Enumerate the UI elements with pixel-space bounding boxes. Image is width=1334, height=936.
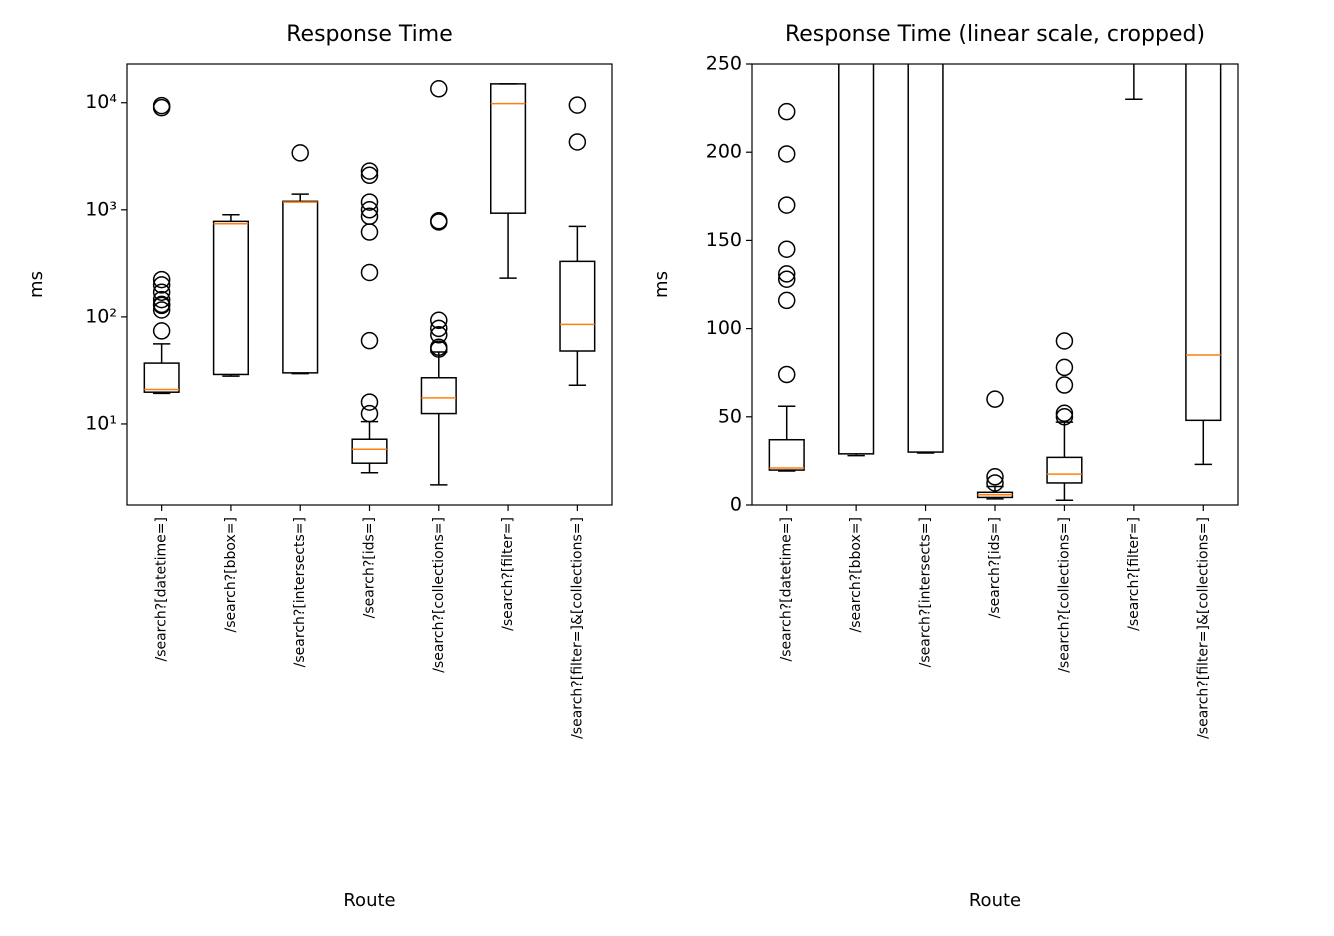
- y-tick-label: 10³: [85, 198, 117, 220]
- flier: [152, 270, 171, 289]
- x-tick-label: /search?[collections=]: [431, 517, 447, 673]
- x-tick-label: /search?[datetime=]: [154, 517, 170, 662]
- chart-title: Response Time (linear scale, cropped): [785, 22, 1205, 47]
- flier: [777, 240, 796, 258]
- flier: [986, 474, 1004, 492]
- box: [1185, 64, 1222, 422]
- x-tick-label: /search?[ids=]: [987, 517, 1003, 618]
- flier: [1055, 404, 1074, 423]
- chart-title: Response Time: [286, 22, 453, 47]
- flier: [430, 326, 448, 344]
- x-tick-label: /search?[collections=]: [1056, 517, 1072, 673]
- flier: [360, 223, 379, 241]
- y-tick-label: 10²: [85, 305, 117, 327]
- box: [420, 377, 457, 415]
- plot-area: [768, 64, 1222, 501]
- box: [768, 438, 805, 471]
- x-tick-label: /search?[bbox=]: [223, 517, 239, 633]
- flier: [1055, 358, 1074, 377]
- flier: [777, 365, 796, 384]
- y-tick-label: 10¹: [85, 412, 117, 434]
- flier: [777, 145, 796, 163]
- flier: [430, 338, 448, 357]
- box: [143, 362, 180, 393]
- flier: [986, 468, 1004, 486]
- x-tick-label: /search?[ids=]: [362, 517, 378, 618]
- x-tick-label: /search?[filter=]: [1126, 517, 1142, 631]
- x-axis-label: Route: [343, 890, 395, 911]
- subplot: Response Time Route ms 10¹ 10² 10³ 10⁴/search?…: [26, 22, 613, 911]
- y-tick-label: 150: [706, 229, 742, 251]
- flier: [777, 196, 796, 214]
- flier: [360, 193, 379, 211]
- flier: [360, 404, 379, 423]
- box: [282, 200, 319, 374]
- flier: [568, 96, 587, 114]
- axes-frame: [751, 63, 1239, 506]
- y-tick-label: 0: [730, 494, 742, 516]
- flier: [777, 270, 796, 288]
- box: [907, 64, 944, 453]
- y-tick-label: 50: [718, 405, 742, 427]
- flier: [430, 319, 448, 338]
- box: [212, 220, 250, 376]
- flier: [152, 301, 171, 319]
- y-tick-label: 250: [706, 53, 742, 75]
- flier: [1055, 332, 1074, 350]
- flier: [430, 213, 448, 231]
- flier: [152, 295, 171, 314]
- flier: [430, 80, 448, 98]
- flier: [360, 263, 379, 282]
- x-axis-label: Route: [969, 890, 1021, 911]
- box: [838, 64, 875, 455]
- x-tick-label: /search?[filter=]&[collections=]: [569, 517, 585, 739]
- x-tick-label: /search?[intersects=]: [292, 517, 308, 667]
- y-axis-label: ms: [651, 271, 672, 298]
- x-tick-label: /search?[intersects=]: [918, 517, 934, 667]
- flier: [777, 265, 796, 283]
- x-tick-label: /search?[filter=]: [500, 517, 516, 631]
- flier: [152, 276, 171, 294]
- flier: [360, 207, 379, 226]
- flier: [152, 322, 171, 340]
- flier: [430, 311, 448, 330]
- flier: [360, 331, 379, 350]
- flier: [291, 144, 309, 162]
- y-tick-label: 100: [706, 317, 742, 339]
- y-tick-label: 200: [706, 141, 742, 163]
- flier: [360, 201, 379, 219]
- flier: [1055, 376, 1074, 394]
- y-axis-label: ms: [26, 271, 47, 298]
- flier: [777, 102, 796, 121]
- plot-area: [143, 80, 596, 486]
- x-tick-label: /search?[filter=]&[collections=]: [1195, 517, 1211, 739]
- x-tick-label: /search?[datetime=]: [779, 517, 795, 662]
- box: [490, 83, 527, 214]
- flier: [986, 390, 1004, 408]
- flier: [360, 166, 379, 185]
- flier: [568, 133, 587, 151]
- box: [559, 260, 596, 352]
- box: [351, 438, 388, 464]
- flier: [152, 96, 171, 115]
- flier: [777, 291, 796, 310]
- flier: [360, 393, 379, 411]
- axes-frame: [126, 63, 613, 506]
- flier: [360, 162, 379, 180]
- x-tick-label: /search?[bbox=]: [848, 517, 864, 633]
- flier: [430, 212, 448, 230]
- flier: [152, 290, 171, 309]
- box: [1046, 456, 1083, 484]
- flier: [152, 283, 171, 301]
- y-tick-label: 10⁴: [85, 91, 117, 113]
- subplot: Response Time (linear scale, cropped) Rou…: [651, 22, 1239, 911]
